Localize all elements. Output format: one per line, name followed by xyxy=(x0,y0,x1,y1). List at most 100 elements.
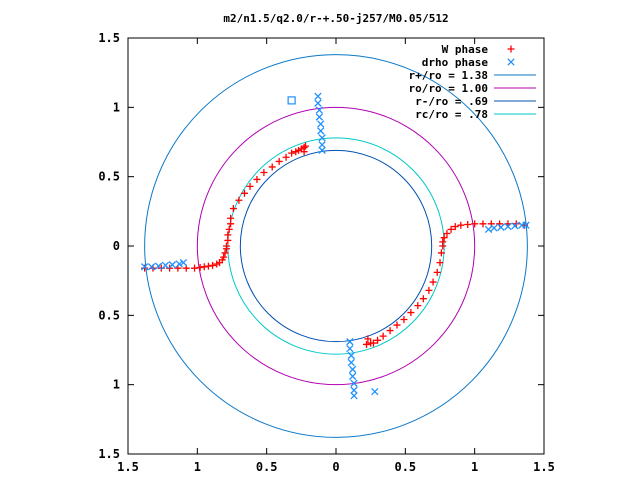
w-phase-point xyxy=(196,263,204,271)
legend-label: rc/ro = .78 xyxy=(415,108,488,121)
w-phase-point xyxy=(386,327,394,335)
y-tick-label: 1.5 xyxy=(98,447,120,461)
w-phase-point xyxy=(439,238,447,246)
x-tick-label: 0.5 xyxy=(256,460,278,474)
w-phase-point xyxy=(191,264,199,272)
w-phase-point xyxy=(369,339,377,347)
x-tick-label: 1.5 xyxy=(117,460,139,474)
w-phase-point xyxy=(300,148,308,156)
drho-phase-point xyxy=(347,351,355,360)
drho-phase-point xyxy=(522,221,530,229)
w-phase-point xyxy=(471,220,479,228)
w-phase-point xyxy=(240,189,248,197)
w-phase-point xyxy=(301,142,309,150)
w-phase-point xyxy=(363,340,371,348)
w-phase-point xyxy=(400,315,408,323)
w-phase-point xyxy=(447,225,455,233)
drho-phase-point xyxy=(317,127,325,135)
w-phase-point xyxy=(227,214,235,222)
w-phase-point xyxy=(479,220,487,228)
drho-phase-point xyxy=(315,106,324,114)
legend-label: ro/ro = 1.00 xyxy=(409,82,488,95)
drho-phase-point xyxy=(314,99,322,107)
w-phase-point xyxy=(464,221,472,229)
drho-phase-point xyxy=(350,386,358,394)
w-phase-point xyxy=(260,169,268,177)
drho-phase-point xyxy=(350,379,358,387)
w-phase-point xyxy=(425,286,433,294)
w-phase-point xyxy=(419,295,427,303)
w-phase-point xyxy=(379,332,387,340)
w-phase-point xyxy=(457,221,465,229)
drho-phase-point xyxy=(317,120,325,128)
drho-phase-point xyxy=(154,262,163,270)
circle-r_plus xyxy=(144,54,528,438)
w-phase-point xyxy=(414,302,422,310)
circle-r_minus xyxy=(239,149,433,343)
drho-phase-point xyxy=(140,263,149,271)
w-phase-point xyxy=(141,264,149,272)
w-phase-point xyxy=(235,196,243,204)
w-phase-point xyxy=(253,175,261,183)
legend-label: r+/ro = 1.38 xyxy=(409,69,488,82)
drho-phase-point xyxy=(346,344,354,353)
w-phase-point xyxy=(437,249,445,257)
chart-title: m2/n1.5/q2.0/r-+.50-j257/M0.05/512 xyxy=(223,12,448,25)
w-phase-point xyxy=(374,336,382,344)
x-tick-label: 1.5 xyxy=(533,460,555,474)
w-phase-point xyxy=(364,335,372,343)
w-phase-point xyxy=(436,259,444,267)
w-phase-point xyxy=(288,149,296,157)
w-phase-point xyxy=(451,223,459,231)
drho-phase-point xyxy=(318,141,326,149)
x-tick-label: 1 xyxy=(194,460,201,474)
y-tick-label: 0.5 xyxy=(98,308,120,322)
legend-plus-marker xyxy=(507,45,515,53)
y-tick-label: 1 xyxy=(113,378,120,392)
drho-phase-point xyxy=(168,261,177,269)
w-phase-point xyxy=(246,182,254,190)
w-phase-point xyxy=(429,278,437,286)
w-phase-point xyxy=(200,263,208,271)
drho-phase-point xyxy=(315,113,324,121)
w-phase-point xyxy=(229,205,237,213)
square-marker xyxy=(287,96,296,105)
w-phase-point xyxy=(440,234,448,242)
drho-phase-point xyxy=(179,258,188,267)
w-phase-point xyxy=(224,231,232,239)
w-phase-point xyxy=(209,261,217,269)
drho-phase-point xyxy=(348,372,357,381)
w-phase-point xyxy=(204,262,212,270)
drho-phase-point xyxy=(175,260,183,268)
legend-label: drho phase xyxy=(422,56,489,69)
w-phase-point xyxy=(275,157,283,165)
circle-r_c xyxy=(227,137,445,355)
drho-phase-point xyxy=(348,365,357,374)
w-phase-point xyxy=(221,249,229,257)
legend-label: r-/ro = .69 xyxy=(415,95,488,108)
x-tick-label: 1 xyxy=(471,460,478,474)
drho-phase-point xyxy=(371,387,379,396)
legend-label: W phase xyxy=(442,43,489,56)
drho-phase-point xyxy=(147,263,156,271)
w-phase-point xyxy=(225,225,233,233)
w-phase-point xyxy=(433,268,441,276)
drho-phase-point xyxy=(504,222,512,231)
drho-phase-point xyxy=(318,146,326,154)
w-phase-point xyxy=(268,163,276,171)
w-phase-point xyxy=(222,242,230,250)
w-phase-point xyxy=(220,253,228,261)
drho-phase-point xyxy=(346,338,354,346)
drho-phase-point xyxy=(314,92,322,100)
w-phase-point xyxy=(393,321,401,329)
y-tick-label: 1 xyxy=(113,100,120,114)
y-tick-label: 1.5 xyxy=(98,31,120,45)
y-tick-label: 0 xyxy=(113,239,120,253)
drho-phase-point xyxy=(497,223,505,231)
w-phase-point xyxy=(407,309,415,317)
axis-ticks: 1.5 1 0.5 0 0.5 1 1.51.510.500.511.5 xyxy=(98,31,555,474)
drho-phase-point xyxy=(161,261,170,270)
x-tick-label: 0.5 xyxy=(394,460,416,474)
